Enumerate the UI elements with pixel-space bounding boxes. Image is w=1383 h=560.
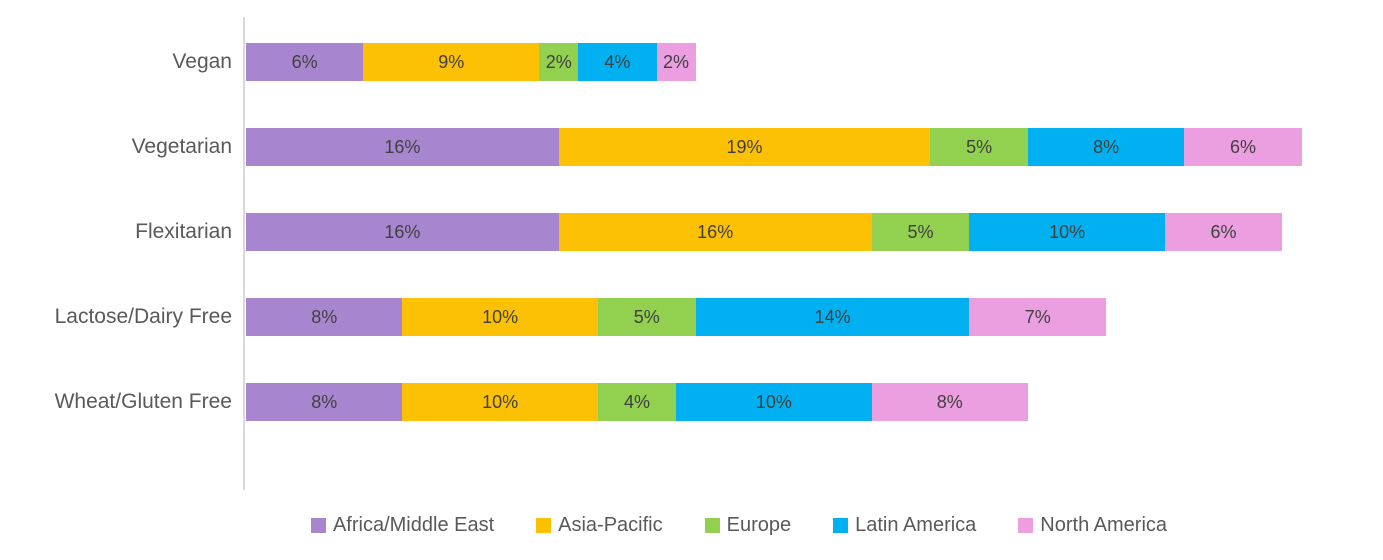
bar-segment-asia-pacific: 16% xyxy=(558,213,872,251)
data-label: 2% xyxy=(545,51,572,72)
bar-segment-asia-pacific: 10% xyxy=(402,298,598,336)
legend-item-north-america: North America xyxy=(1018,514,1167,537)
bar-segment-africa-middle-east: 6% xyxy=(246,43,364,81)
legend-swatch-icon xyxy=(536,518,552,533)
data-label: 5% xyxy=(907,221,934,242)
bar-segments: 8% 10% 5% 14% 7% xyxy=(246,298,1107,336)
data-label: 19% xyxy=(726,136,763,157)
legend-label: Asia-Pacific xyxy=(558,514,663,536)
bar-segment-europe: 5% xyxy=(930,128,1028,166)
legend-item-latin-america: Latin America xyxy=(833,514,976,537)
category-label: Vegan xyxy=(172,50,232,73)
category-label: Flexitarian xyxy=(135,220,232,243)
data-label: 5% xyxy=(633,306,660,327)
bar-segment-asia-pacific: 9% xyxy=(363,43,540,81)
bar-segment-latin-america: 14% xyxy=(695,298,970,336)
bar-segment-north-america: 2% xyxy=(656,43,696,81)
bar-segment-africa-middle-east: 16% xyxy=(246,213,559,251)
legend-label: Africa/Middle East xyxy=(332,514,495,536)
legend-label: North America xyxy=(1040,514,1168,536)
data-label: 6% xyxy=(291,51,318,72)
bar-row-vegan: Vegan 6% 9% 2% 4% 2% xyxy=(0,43,1383,81)
bar-segments: 16% 16% 5% 10% 6% xyxy=(246,213,1283,251)
data-label: 4% xyxy=(623,391,650,412)
bar-segment-asia-pacific: 10% xyxy=(402,383,598,421)
data-label: 10% xyxy=(1049,221,1086,242)
data-label: 2% xyxy=(663,51,690,72)
category-label: Vegetarian xyxy=(131,135,232,158)
bar-segment-europe: 5% xyxy=(597,298,696,336)
legend-swatch-icon xyxy=(704,518,720,533)
bar-row-vegetarian: Vegetarian 16% 19% 5% 8% 6% xyxy=(0,128,1383,166)
data-label: 9% xyxy=(438,51,465,72)
bar-segments: 8% 10% 4% 10% 8% xyxy=(246,383,1028,421)
bar-segment-europe: 2% xyxy=(539,43,579,81)
legend-swatch-icon xyxy=(833,518,849,533)
bar-segment-europe: 5% xyxy=(871,213,970,251)
data-label: 8% xyxy=(1093,136,1120,157)
data-label: 8% xyxy=(311,306,338,327)
bar-segment-north-america: 6% xyxy=(1164,213,1283,251)
data-label: 5% xyxy=(966,136,993,157)
bar-segment-africa-middle-east: 8% xyxy=(246,383,403,421)
category-label: Wheat/Gluten Free xyxy=(54,390,232,413)
bar-segment-latin-america: 8% xyxy=(1027,128,1185,166)
bar-segment-latin-america: 10% xyxy=(969,213,1165,251)
bar-segment-north-america: 8% xyxy=(871,383,1028,421)
bar-segments: 6% 9% 2% 4% 2% xyxy=(246,43,696,81)
data-label: 10% xyxy=(482,391,519,412)
data-label: 7% xyxy=(1024,306,1051,327)
data-label: 16% xyxy=(384,221,421,242)
data-label: 4% xyxy=(604,51,631,72)
data-label: 8% xyxy=(311,391,338,412)
bar-segment-europe: 4% xyxy=(597,383,677,421)
bar-row-flexitarian: Flexitarian 16% 16% 5% 10% 6% xyxy=(0,213,1383,251)
data-label: 14% xyxy=(814,306,851,327)
bar-segment-latin-america: 10% xyxy=(676,383,872,421)
bar-segment-north-america: 7% xyxy=(969,298,1107,336)
data-label: 8% xyxy=(936,391,963,412)
data-label: 10% xyxy=(482,306,519,327)
data-label: 16% xyxy=(697,221,734,242)
legend-swatch-icon xyxy=(1018,518,1034,533)
bar-row-lactose-dairy-free: Lactose/Dairy Free 8% 10% 5% 14% 7% xyxy=(0,298,1383,336)
bar-segment-asia-pacific: 19% xyxy=(558,128,931,166)
legend-label: Europe xyxy=(726,514,792,536)
legend-label: Latin America xyxy=(855,514,977,536)
bar-segment-africa-middle-east: 8% xyxy=(246,298,403,336)
bar-segment-north-america: 6% xyxy=(1184,128,1302,166)
legend-item-asia-pacific: Asia-Pacific xyxy=(536,514,663,537)
data-label: 10% xyxy=(755,391,792,412)
legend: Africa/Middle East Asia-Pacific Europe Lati… xyxy=(95,514,1383,537)
legend-item-africa-middle-east: Africa/Middle East xyxy=(310,514,495,537)
data-label: 6% xyxy=(1230,136,1257,157)
legend-swatch-icon xyxy=(310,518,326,533)
category-label: Lactose/Dairy Free xyxy=(54,305,232,328)
category-axis-line xyxy=(243,17,245,490)
data-label: 16% xyxy=(384,136,421,157)
data-label: 6% xyxy=(1210,221,1237,242)
bar-segment-latin-america: 4% xyxy=(578,43,657,81)
bar-segments: 16% 19% 5% 8% 6% xyxy=(246,128,1302,166)
bar-segment-africa-middle-east: 16% xyxy=(246,128,559,166)
bar-row-wheat-gluten-free: Wheat/Gluten Free 8% 10% 4% 10% 8% xyxy=(0,383,1383,421)
legend-item-europe: Europe xyxy=(704,514,792,537)
